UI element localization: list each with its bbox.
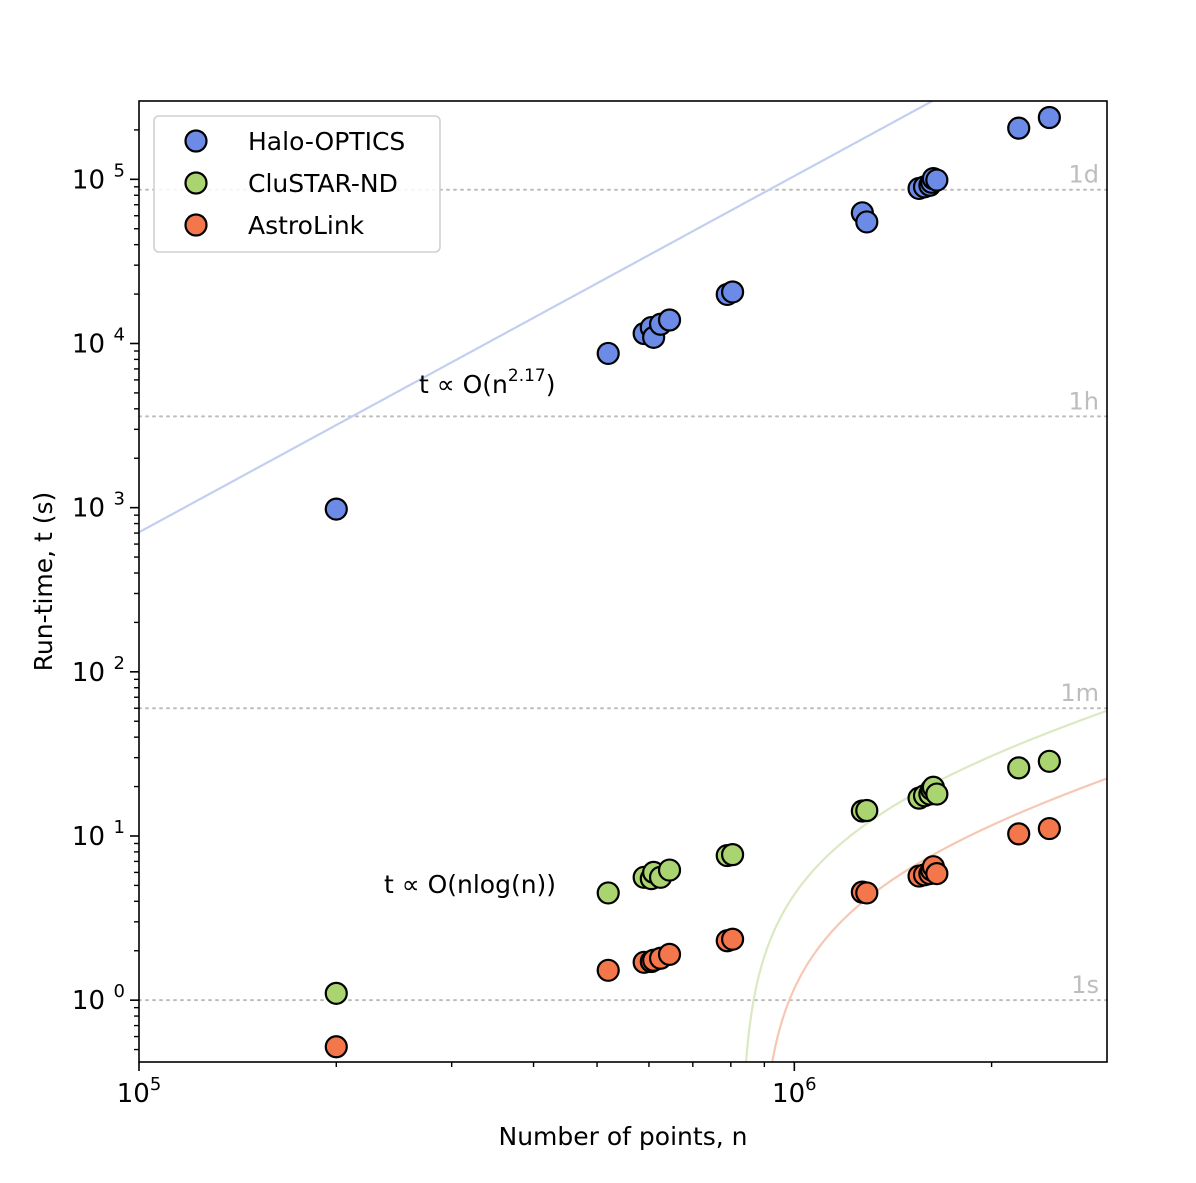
point-clustar-nd-6 — [657, 858, 682, 882]
point-astrolink-16 — [925, 862, 949, 886]
point-astrolink-6 — [657, 942, 682, 966]
fit-line-astrolink — [771, 777, 1107, 1062]
point-halo-optics-18 — [1037, 105, 1061, 130]
annotations: t ∝ O(n2.17) t ∝ O(nlog(n)) — [384, 366, 556, 899]
point-halo-optics-8 — [720, 280, 745, 304]
data-points — [324, 105, 1061, 1059]
y-tick-label-4: 10 4 — [72, 324, 125, 359]
legend-label-clustar-nd: CluSTAR-ND — [248, 169, 398, 198]
point-clustar-nd-17 — [1007, 756, 1031, 780]
x-axis-ticks: 105 106 — [117, 1062, 993, 1109]
y-tick-label-0: 10 0 — [72, 981, 125, 1016]
ref-label-1h: 1h — [1069, 387, 1099, 415]
x-axis-label: Number of points, n — [499, 1122, 748, 1151]
legend: Halo-OPTICS CluSTAR-ND AstroLink — [153, 115, 441, 253]
fit-line-halo-optics — [139, 101, 935, 534]
point-astrolink-0 — [324, 1035, 348, 1059]
y-tick-label-5: 10 5 — [72, 160, 125, 195]
legend-label-halo-optics: Halo-OPTICS — [248, 127, 405, 156]
point-astrolink-17 — [1007, 822, 1031, 846]
legend-label-astrolink: AstroLink — [248, 211, 365, 240]
point-astrolink-18 — [1037, 816, 1061, 841]
legend-marker-astrolink — [184, 213, 208, 237]
y-tick-label-3: 10 3 — [72, 489, 125, 524]
legend-box — [153, 115, 441, 253]
ref-label-1d: 1d — [1068, 161, 1099, 189]
point-halo-optics-6 — [657, 308, 682, 332]
y-tick-label-2: 10 2 — [72, 653, 125, 688]
legend-marker-clustar-nd — [184, 171, 208, 195]
y-axis-label: Run-time, t (s) — [29, 492, 58, 672]
point-astrolink-10 — [855, 881, 879, 905]
annotation-power-law: t ∝ O(n2.17) — [419, 366, 555, 399]
ref-label-1m: 1m — [1060, 679, 1099, 707]
point-clustar-nd-16 — [925, 782, 949, 806]
y-tick-label-1: 10 1 — [72, 817, 125, 852]
point-clustar-nd-8 — [720, 843, 745, 867]
point-halo-optics-0 — [324, 497, 348, 521]
annotation-nlogn: t ∝ O(nlog(n)) — [384, 870, 556, 899]
x-tick-label-1: 106 — [772, 1074, 817, 1109]
point-astrolink-8 — [720, 927, 745, 951]
plot-frame — [138, 100, 1108, 1063]
ref-label-1s: 1s — [1071, 971, 1099, 999]
x-tick-label-0: 105 — [117, 1074, 162, 1109]
point-clustar-nd-10 — [855, 798, 879, 823]
point-clustar-nd-0 — [324, 981, 348, 1005]
point-halo-optics-16 — [925, 168, 949, 192]
point-astrolink-1 — [596, 958, 620, 982]
point-clustar-nd-1 — [596, 881, 620, 905]
point-halo-optics-17 — [1007, 116, 1031, 140]
point-halo-optics-10 — [855, 210, 879, 234]
legend-marker-halo-optics — [184, 129, 208, 153]
point-halo-optics-1 — [596, 341, 620, 366]
point-clustar-nd-18 — [1037, 749, 1061, 773]
